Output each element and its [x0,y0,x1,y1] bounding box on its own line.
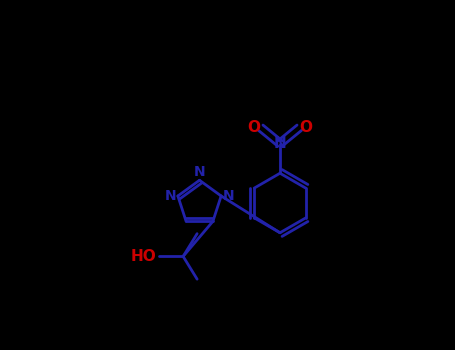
Text: HO: HO [131,249,157,264]
Text: N: N [194,164,205,178]
Text: O: O [247,120,260,135]
Text: N: N [273,136,286,151]
Text: O: O [300,120,313,135]
Text: N: N [223,189,234,203]
Text: N: N [165,189,176,203]
